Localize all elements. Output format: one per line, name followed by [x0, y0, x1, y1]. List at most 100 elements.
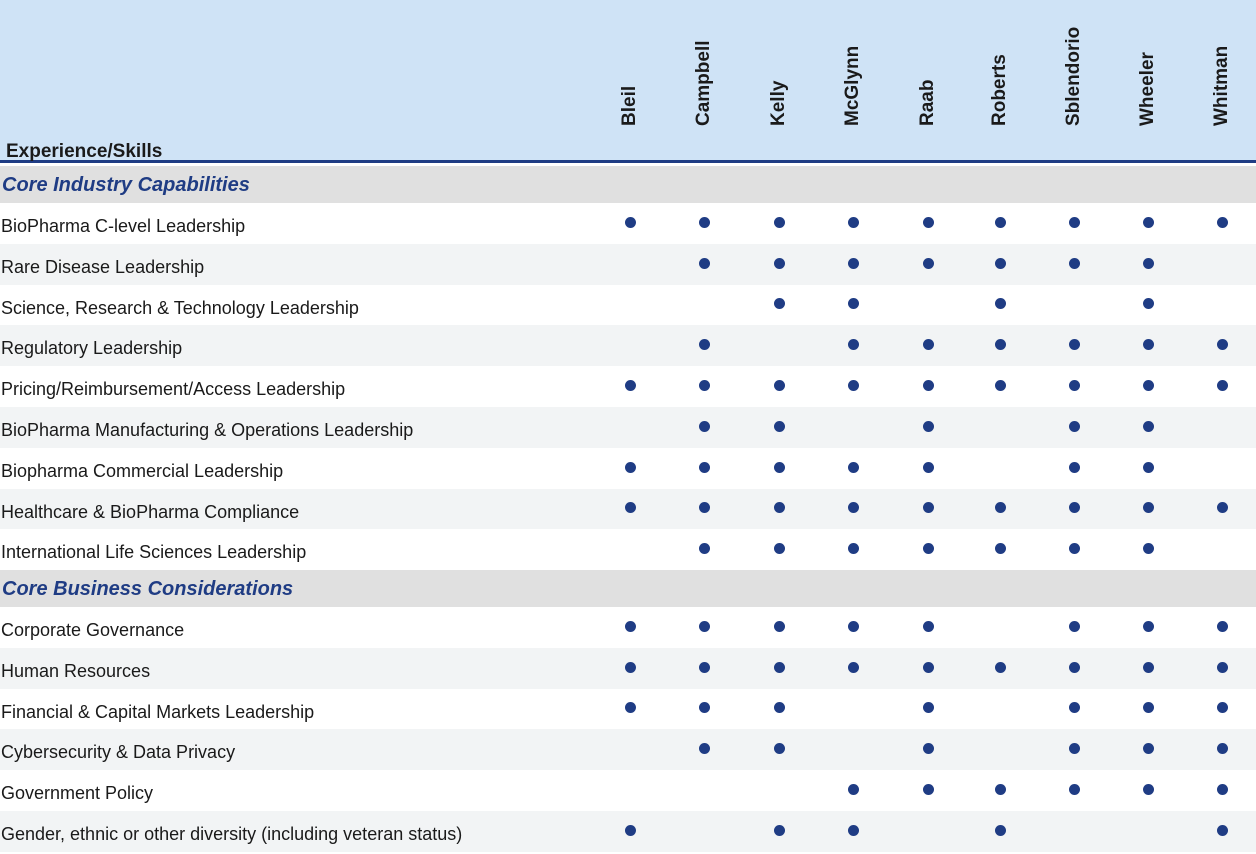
skill-dot-sblendorio — [1068, 462, 1080, 473]
skill-dot-wheeler — [1142, 502, 1154, 513]
skill-label: Corporate Governance — [1, 620, 185, 640]
skill-dot-raab — [922, 217, 934, 228]
skill-dot-sblendorio — [1068, 621, 1080, 632]
skill-dot-raab — [922, 662, 934, 673]
skill-dot-sblendorio — [1068, 662, 1080, 673]
header-band — [0, 0, 1256, 163]
section-header: Core Industry Capabilities — [0, 166, 1256, 203]
skill-dot-campbell — [698, 621, 710, 632]
skill-dot-kelly — [773, 258, 785, 269]
skill-dot-bleil — [624, 825, 636, 836]
skill-dot-mcglynn — [847, 298, 859, 309]
skill-dot-whitman — [1216, 825, 1228, 836]
skill-dot-kelly — [773, 502, 785, 513]
skill-label: International Life Sciences Leadership — [1, 542, 307, 562]
skill-dot-whitman — [1216, 784, 1228, 795]
skill-dot-campbell — [698, 702, 710, 713]
skill-dot-kelly — [773, 217, 785, 228]
skill-dot-whitman — [1216, 702, 1228, 713]
skill-dot-raab — [922, 543, 934, 554]
skill-dot-mcglynn — [847, 825, 859, 836]
section-header: Core Business Considerations — [0, 570, 1256, 607]
skill-dot-raab — [922, 421, 934, 432]
column-header-label: Bleil — [619, 85, 640, 126]
skill-dot-bleil — [624, 380, 636, 391]
skill-dot-roberts — [994, 502, 1006, 513]
skill-dot-roberts — [994, 380, 1006, 391]
skill-dot-bleil — [624, 217, 636, 228]
skill-dot-bleil — [624, 662, 636, 673]
skill-dot-campbell — [698, 462, 710, 473]
skill-dot-whitman — [1216, 339, 1228, 350]
skill-dot-wheeler — [1142, 217, 1154, 228]
skill-dot-campbell — [698, 421, 710, 432]
skill-dot-sblendorio — [1068, 339, 1080, 350]
column-header-label: Whitman — [1211, 45, 1232, 126]
skill-dot-wheeler — [1142, 462, 1154, 473]
skill-dot-raab — [922, 380, 934, 391]
skill-dot-whitman — [1216, 662, 1228, 673]
skill-dot-sblendorio — [1068, 543, 1080, 554]
skill-label: Government Policy — [1, 783, 154, 803]
skill-dot-campbell — [698, 543, 710, 554]
skill-dot-wheeler — [1142, 339, 1154, 350]
skill-dot-kelly — [773, 421, 785, 432]
skill-label: Cybersecurity & Data Privacy — [1, 742, 236, 762]
skill-dot-wheeler — [1142, 298, 1154, 309]
table-row: BioPharma Manufacturing & Operations Lea… — [0, 407, 1256, 448]
skill-dot-mcglynn — [847, 621, 859, 632]
header-title: Experience/Skills — [6, 141, 163, 162]
section-title: Core Business Considerations — [2, 578, 294, 600]
skill-dot-bleil — [624, 702, 636, 713]
skill-dot-roberts — [994, 662, 1006, 673]
skill-label: Gender, ethnic or other diversity (inclu… — [1, 824, 463, 844]
table-row: Regulatory Leadership — [0, 325, 1256, 366]
skill-dot-wheeler — [1142, 258, 1154, 269]
skill-dot-whitman — [1216, 217, 1228, 228]
table-row: Corporate Governance — [0, 607, 1256, 648]
skill-dot-mcglynn — [847, 339, 859, 350]
skill-label: Rare Disease Leadership — [1, 257, 205, 277]
table-row: BioPharma C-level Leadership — [0, 203, 1256, 244]
table-row: Government Policy — [0, 770, 1256, 811]
column-header-label: Wheeler — [1137, 52, 1158, 126]
skill-label: Biopharma Commercial Leadership — [1, 461, 284, 481]
table-row: Pricing/Reimbursement/Access Leadership — [0, 366, 1256, 407]
skill-dot-wheeler — [1142, 702, 1154, 713]
skill-dot-campbell — [698, 743, 710, 754]
skill-label: Science, Research & Technology Leadershi… — [1, 298, 359, 318]
skill-dot-mcglynn — [847, 258, 859, 269]
skill-dot-bleil — [624, 462, 636, 473]
skill-label: BioPharma C-level Leadership — [1, 216, 246, 236]
skill-dot-wheeler — [1142, 743, 1154, 754]
skill-dot-sblendorio — [1068, 702, 1080, 713]
skill-dot-roberts — [994, 298, 1006, 309]
skill-dot-campbell — [698, 502, 710, 513]
skill-dot-raab — [922, 784, 934, 795]
skill-dot-sblendorio — [1068, 743, 1080, 754]
skill-dot-kelly — [773, 825, 785, 836]
skill-dot-kelly — [773, 621, 785, 632]
table-row: Gender, ethnic or other diversity (inclu… — [0, 811, 1256, 852]
skill-dot-kelly — [773, 543, 785, 554]
skill-dot-kelly — [773, 702, 785, 713]
skill-dot-sblendorio — [1068, 421, 1080, 432]
skill-dot-mcglynn — [847, 543, 859, 554]
skill-dot-roberts — [994, 217, 1006, 228]
table-row: Biopharma Commercial Leadership — [0, 448, 1256, 489]
skill-label: Financial & Capital Markets Leadership — [1, 702, 315, 722]
skill-dot-kelly — [773, 462, 785, 473]
skill-dot-kelly — [773, 298, 785, 309]
skill-dot-wheeler — [1142, 380, 1154, 391]
skill-dot-roberts — [994, 825, 1006, 836]
skill-dot-wheeler — [1142, 621, 1154, 632]
skill-dot-raab — [922, 743, 934, 754]
skill-dot-mcglynn — [847, 784, 859, 795]
skill-dot-raab — [922, 621, 934, 632]
skill-dot-campbell — [698, 339, 710, 350]
skill-dot-sblendorio — [1068, 380, 1080, 391]
skill-dot-bleil — [624, 621, 636, 632]
skill-dot-raab — [922, 462, 934, 473]
skill-dot-kelly — [773, 662, 785, 673]
skill-dot-bleil — [624, 502, 636, 513]
